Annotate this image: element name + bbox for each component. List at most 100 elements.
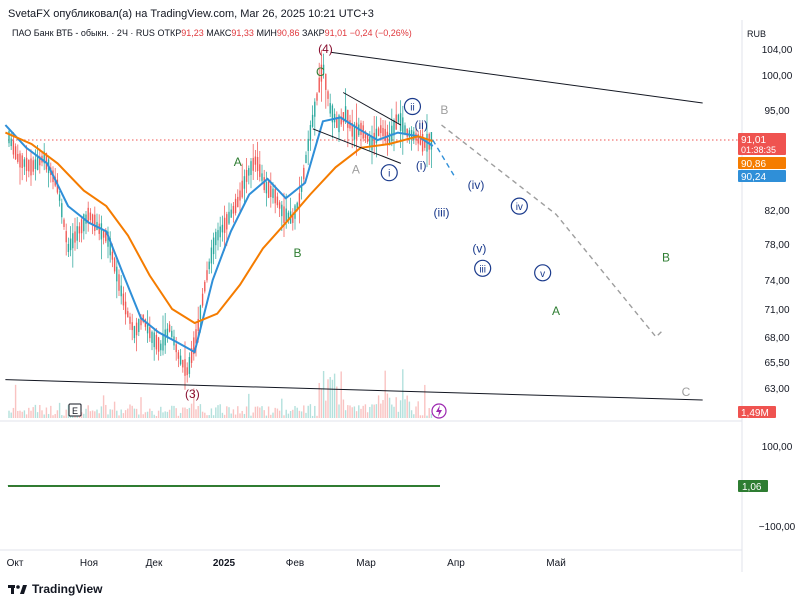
volume-bar	[142, 414, 144, 418]
candle-body	[428, 133, 430, 150]
candle-body	[138, 318, 140, 333]
candle-body	[252, 157, 254, 171]
candle-body	[162, 333, 164, 351]
volume-bar	[105, 404, 107, 418]
volume-bar	[413, 414, 415, 418]
volume-bar	[331, 379, 334, 418]
low-label: МИН	[256, 28, 277, 38]
wave-label: B	[440, 103, 448, 117]
candle-body	[353, 124, 356, 140]
candle-body	[347, 109, 349, 128]
volume-bar	[373, 404, 375, 418]
candle-body	[287, 212, 290, 221]
volume-bar	[151, 410, 153, 418]
volume-bar	[21, 411, 23, 418]
symbol-name[interactable]: ПАО Банк ВТБ - обыкн. · 2Ч · RUS	[12, 28, 155, 38]
volume-bar	[426, 415, 428, 418]
volume-bar	[111, 409, 114, 418]
volume-bar	[342, 399, 345, 418]
volume-bar	[102, 395, 105, 418]
volume-bar	[188, 407, 191, 418]
volume-bar	[131, 405, 133, 418]
volume-bar	[54, 414, 56, 418]
volume-bar	[344, 410, 347, 418]
candle-body	[34, 159, 37, 170]
volume-bar	[193, 388, 195, 418]
candle-body	[232, 205, 235, 214]
volume-bar	[294, 406, 296, 418]
candle-body	[179, 355, 182, 365]
volume-bar	[395, 397, 397, 418]
candle-body	[261, 173, 263, 181]
candle-body	[63, 219, 65, 227]
volume-bar	[133, 408, 136, 418]
candle-body	[303, 167, 305, 180]
volume-bar	[285, 409, 287, 418]
candle-body	[254, 156, 257, 165]
candle-body	[166, 328, 169, 337]
price-tick-label: 68,00	[764, 333, 789, 344]
volume-bar	[316, 415, 318, 418]
candle-body	[74, 231, 76, 243]
candle-body	[329, 103, 331, 114]
candle-body	[234, 198, 237, 214]
candle-body	[142, 314, 144, 323]
candle-body	[380, 125, 382, 134]
wave-label: (iii)	[433, 206, 449, 220]
candle-body	[25, 157, 28, 171]
volume-bar	[309, 404, 312, 418]
volume-bar	[318, 382, 320, 418]
candle-body	[274, 189, 276, 204]
volume-bar	[98, 413, 100, 418]
candle-body	[267, 181, 270, 198]
volume-bar	[362, 405, 364, 418]
candle-body	[195, 329, 197, 344]
volume-bar	[391, 404, 393, 418]
volume-bar	[340, 371, 342, 418]
volume-bar	[116, 410, 118, 418]
volume-bar	[41, 410, 43, 418]
candle-body	[250, 161, 252, 176]
volume-bar	[307, 405, 309, 418]
price-tick-label: 71,00	[764, 305, 789, 316]
candle-body	[30, 158, 32, 176]
candle-body	[67, 243, 70, 252]
volume-bar	[270, 414, 272, 418]
candle-body	[10, 138, 12, 147]
volume-bar	[375, 404, 378, 418]
volume-bar	[272, 412, 274, 418]
volume-bar	[430, 413, 433, 418]
volume-bar	[351, 407, 353, 418]
candle-body	[300, 184, 303, 192]
price-tick-label: 65,50	[764, 358, 789, 369]
wave-label: (4)	[318, 42, 333, 56]
volume-bar	[371, 404, 373, 418]
volume-bar	[353, 406, 356, 418]
candle-body	[377, 128, 380, 136]
candle-body	[87, 207, 89, 224]
volume-bar	[28, 407, 30, 418]
tradingview-brand[interactable]: TradingView	[32, 582, 103, 596]
time-tick-label: Фев	[286, 558, 304, 569]
candle-body	[391, 125, 393, 142]
candle-body	[245, 169, 248, 182]
candle-body	[190, 348, 193, 363]
volume-bar	[281, 398, 283, 418]
volume-bar	[122, 413, 125, 418]
candle-body	[140, 318, 142, 326]
candle-body	[89, 212, 92, 221]
volume-bar	[182, 407, 184, 418]
volume-bar	[283, 415, 285, 418]
tradingview-logo-icon[interactable]	[8, 583, 28, 595]
volume-bar	[166, 411, 169, 418]
wave-circle	[534, 264, 552, 282]
volume-bar	[109, 409, 111, 418]
volume-bar	[50, 405, 52, 418]
price-tick-label: 63,00	[764, 384, 789, 395]
volume-bar	[184, 407, 186, 418]
wave-label: (v)	[472, 242, 486, 256]
candle-body	[373, 132, 375, 147]
volume-bar	[322, 371, 325, 418]
